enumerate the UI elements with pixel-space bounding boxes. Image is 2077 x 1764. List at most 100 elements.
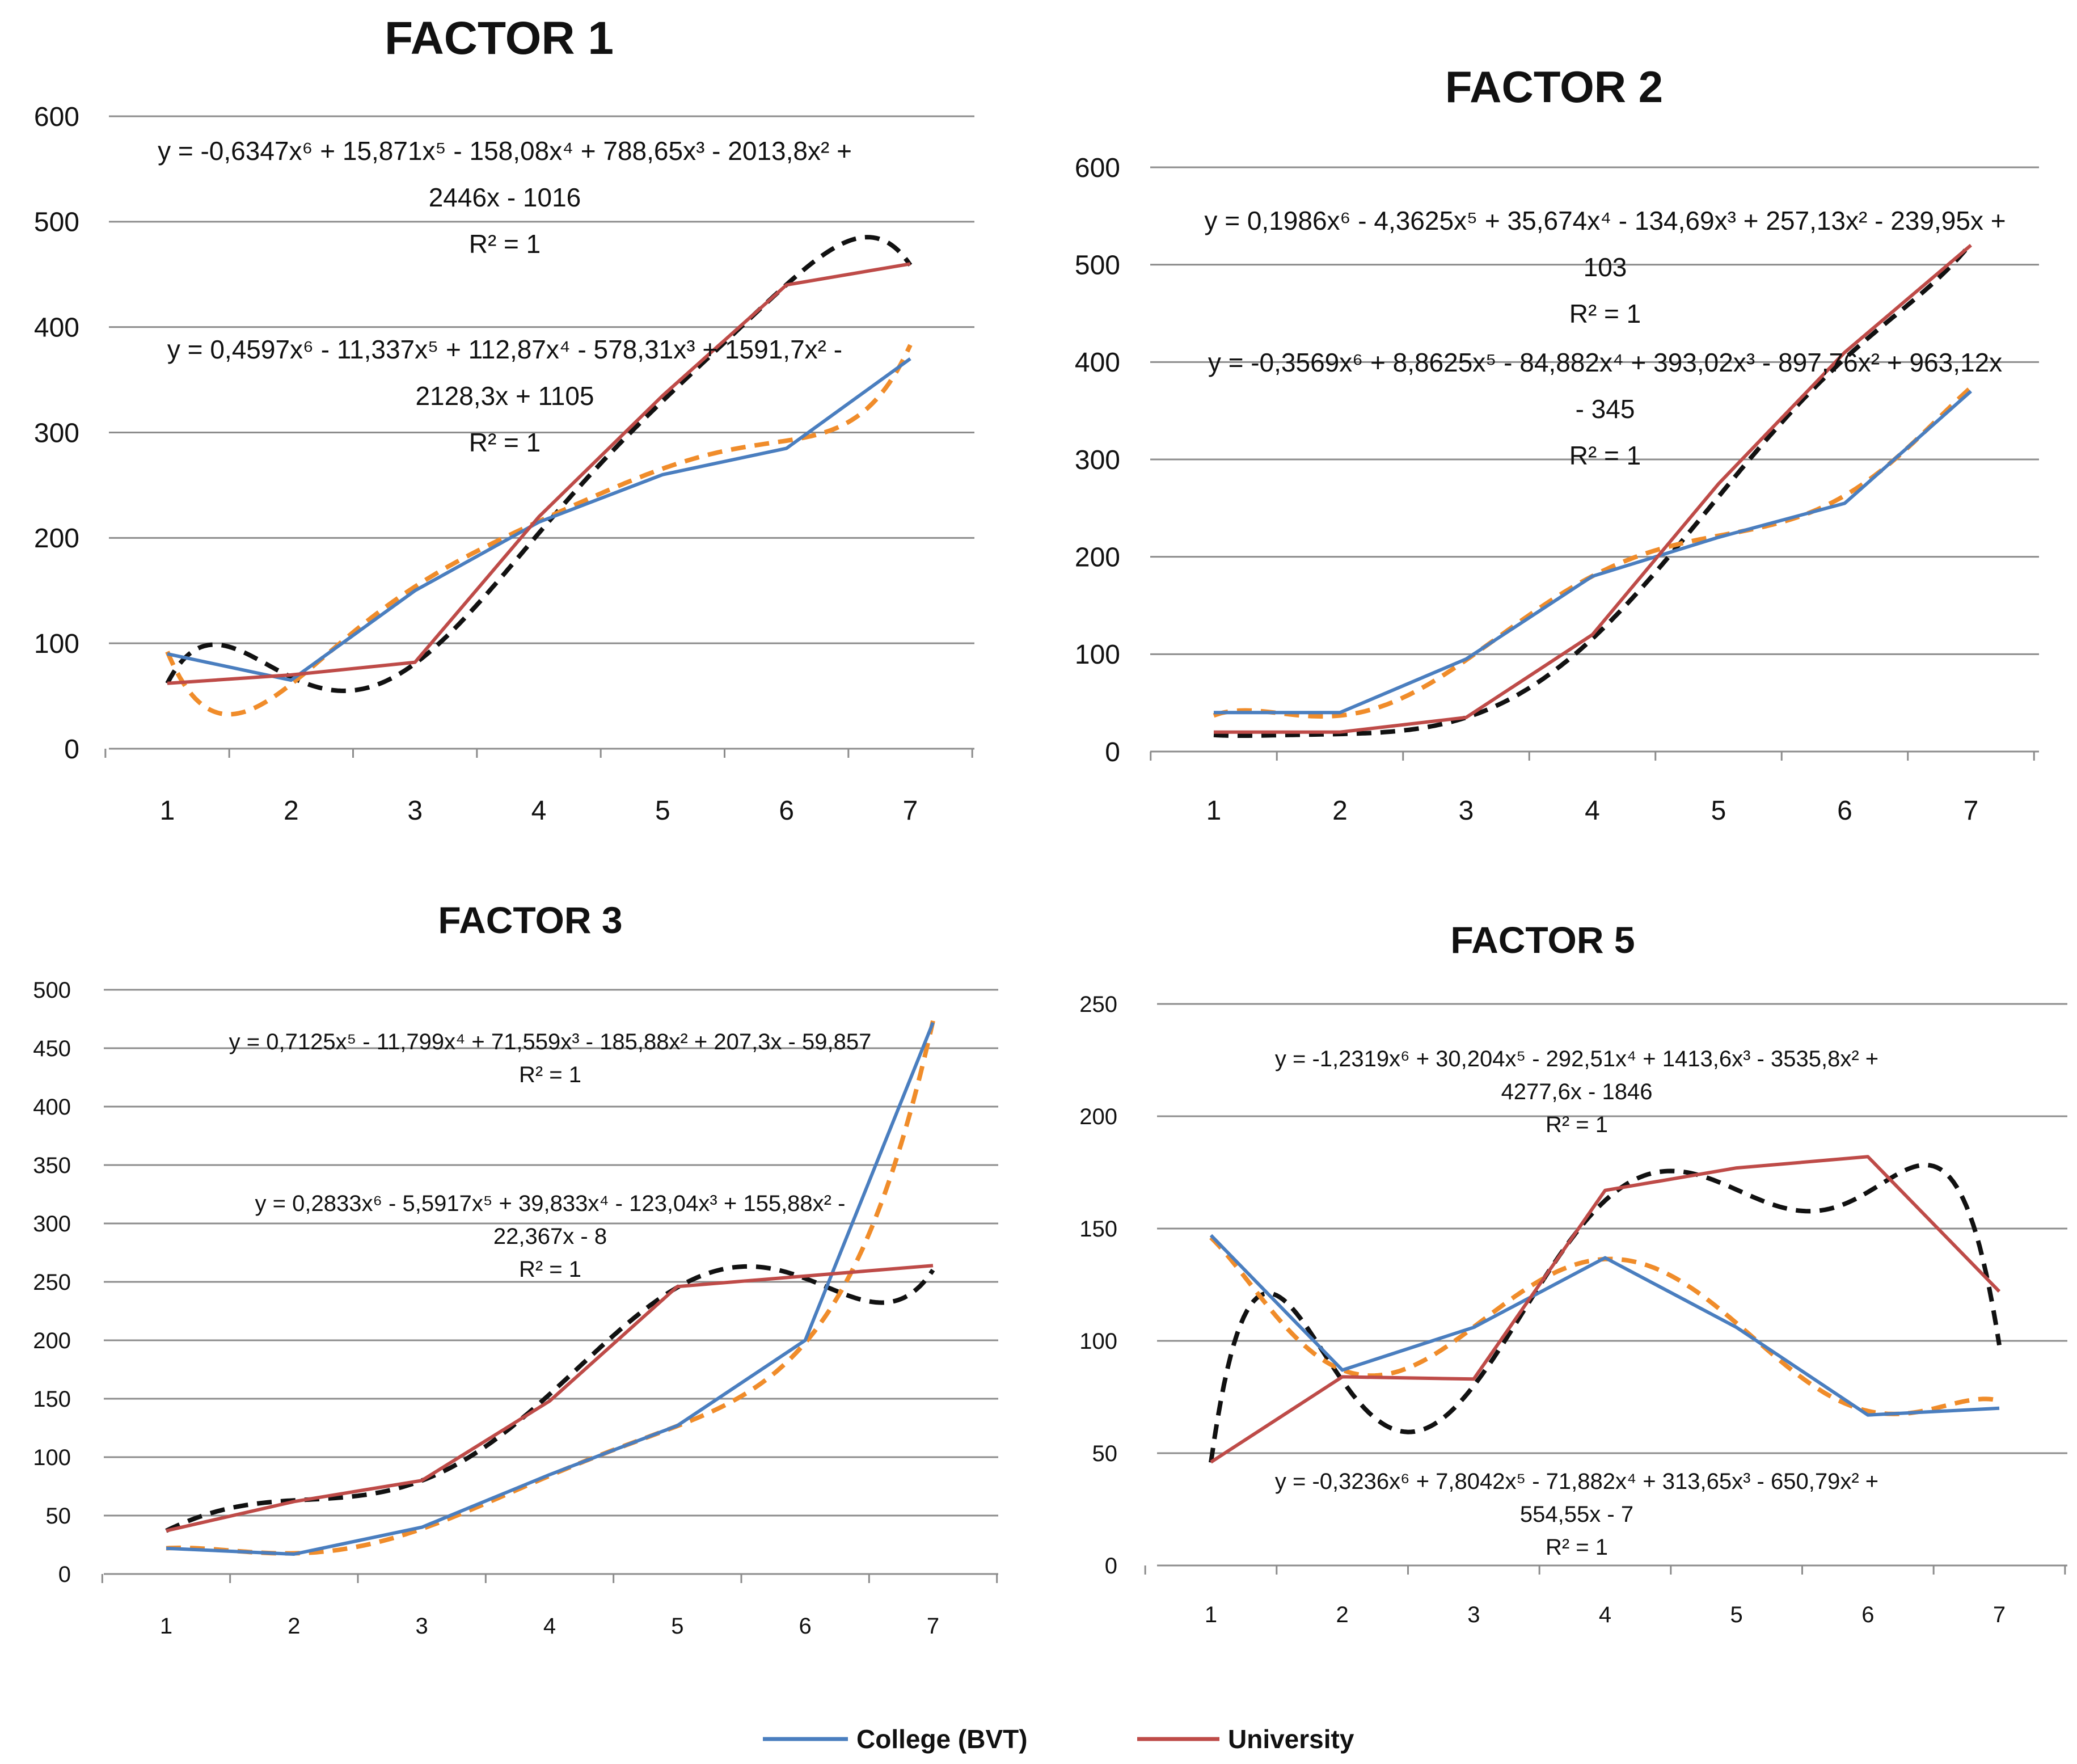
x-tick-label: 2	[1332, 796, 1348, 826]
trendline-equation: y = 0,7125x⁵ - 11,799x⁴ + 71,559x³ - 185…	[229, 1029, 872, 1054]
y-tick-label: 350	[33, 1153, 71, 1178]
x-tick-label: 4	[1599, 1602, 1611, 1627]
x-tick-label: 5	[655, 796, 670, 826]
y-tick-label: 400	[34, 313, 79, 343]
chart-title: FACTOR 1	[385, 12, 614, 64]
trendline-university	[165, 235, 913, 694]
x-tick-label: 1	[1205, 1602, 1217, 1627]
y-tick-label: 0	[1105, 737, 1120, 767]
trendline-equation: R² = 1	[1546, 1112, 1608, 1137]
chart-title: FACTOR 3	[438, 899, 622, 941]
trendline-equation: y = -1,2319x⁶ + 30,204x⁵ - 292,51x⁴ + 14…	[1275, 1046, 1878, 1071]
chart-4: FACTOR 5 0 50 100 150 200 250 1 2 3 4 5 6 7 y = -1,231…	[1079, 919, 2067, 1627]
y-tick-label: 100	[1079, 1329, 1117, 1354]
x-tick-label: 1	[160, 1614, 172, 1639]
y-tick-label: 100	[33, 1445, 71, 1470]
trendline-equation: 22,367x - 8	[493, 1224, 607, 1249]
y-tick-label: 300	[34, 418, 79, 448]
trendline-equation: R² = 1	[519, 1257, 581, 1282]
x-tick-label: 6	[779, 796, 794, 826]
y-tick-label: 200	[1079, 1104, 1117, 1129]
y-tick-label: 300	[1075, 445, 1120, 475]
legend: College (BVT) University	[763, 1724, 1354, 1754]
y-tick-label: 250	[1079, 992, 1117, 1017]
trendline-equation: y = -0,3569x⁶ + 8,8625x⁵ - 84,882x⁴ + 39…	[1208, 348, 2002, 377]
trendline-equation: 554,55x - 7	[1520, 1502, 1633, 1527]
series-line-university	[166, 1264, 934, 1533]
x-tick-label: 7	[903, 796, 918, 826]
x-tick-label: 4	[531, 796, 547, 826]
series-line-college	[1209, 1234, 2000, 1417]
trendline-equation: 2128,3x + 1105	[415, 381, 594, 411]
trendline-equation: - 345	[1576, 394, 1635, 424]
y-tick-label: 400	[1075, 348, 1120, 378]
trendline-equation: R² = 1	[469, 428, 541, 457]
y-tick-label: 200	[1075, 542, 1120, 572]
x-tick-label: 4	[543, 1614, 556, 1639]
x-tick-label: 5	[671, 1614, 683, 1639]
trendline-equation: 103	[1584, 252, 1627, 282]
y-tick-label: 0	[64, 735, 79, 765]
trendline-college	[1213, 386, 1973, 719]
x-tick-label: 5	[1730, 1602, 1743, 1627]
chart-title: FACTOR 5	[1450, 919, 1635, 961]
trendline-equation: 4277,6x - 1846	[1501, 1079, 1653, 1104]
y-tick-label: 500	[1075, 250, 1120, 280]
x-tick-label: 3	[1459, 796, 1474, 826]
trendline-equation: R² = 1	[1569, 299, 1641, 328]
y-tick-label: 100	[1075, 640, 1120, 670]
x-tick-label: 2	[1336, 1602, 1349, 1627]
trendline-equation: y = 0,4597x⁶ - 11,337x⁵ + 112,87x⁴ - 578…	[167, 335, 842, 364]
y-tick-label: 50	[46, 1504, 71, 1529]
y-tick-label: 150	[1079, 1217, 1117, 1242]
trendline-equation: R² = 1	[519, 1062, 581, 1087]
x-tick-label: 7	[1993, 1602, 2006, 1627]
trendline-equation: 2446x - 1016	[429, 183, 581, 212]
legend-college-label: College (BVT)	[856, 1724, 1028, 1754]
y-tick-label: 600	[1075, 153, 1120, 183]
y-tick-label: 600	[34, 102, 79, 132]
y-tick-label: 200	[34, 524, 79, 554]
y-tick-label: 400	[33, 1095, 71, 1120]
y-tick-label: 50	[1092, 1441, 1118, 1466]
x-tick-label: 4	[1585, 796, 1600, 826]
chart-3: FACTOR 3 0 50 100 150 200 250 300 350 400 450 500 1 2…	[33, 899, 998, 1639]
trendline-college	[1209, 1235, 2000, 1416]
trendline-university	[1213, 242, 1973, 738]
x-tick-label: 3	[416, 1614, 428, 1639]
x-tick-label: 2	[284, 796, 299, 826]
x-tick-label: 6	[799, 1614, 812, 1639]
trendline-equation: R² = 1	[469, 229, 541, 259]
y-tick-label: 0	[1105, 1554, 1117, 1579]
chart-title: FACTOR 2	[1445, 62, 1663, 112]
series-line-college	[166, 1022, 935, 1556]
chart-1: FACTOR 1 0 100 200 300 400 500 600 1 2 3 4 5 6 7 y = -0…	[34, 12, 974, 826]
x-tick-label: 7	[927, 1614, 939, 1639]
x-tick-label: 3	[407, 796, 423, 826]
y-tick-label: 150	[33, 1387, 71, 1412]
series-line-university	[167, 262, 911, 685]
x-tick-label: 2	[288, 1614, 300, 1639]
x-tick-label: 6	[1837, 796, 1852, 826]
trendline-equation: R² = 1	[1546, 1535, 1608, 1560]
x-tick-label: 3	[1467, 1602, 1480, 1627]
x-tick-label: 1	[1206, 796, 1222, 826]
trendline-equation: y = 0,2833x⁶ - 5,5917x⁵ + 39,833x⁴ - 123…	[255, 1191, 846, 1216]
trendline-equation: y = 0,1986x⁶ - 4,3625x⁵ + 35,674x⁴ - 134…	[1204, 206, 2006, 235]
trendline-equation: y = -0,6347x⁶ + 15,871x⁵ - 158,08x⁴ + 78…	[158, 136, 852, 166]
series-line-university	[1214, 244, 1972, 734]
x-tick-label: 7	[1964, 796, 1979, 826]
chart-2: FACTOR 2 0 100 200 300 400 500 600 1 2 3 4 5 6 7 y = 0,…	[1075, 62, 2039, 826]
y-tick-label: 500	[33, 978, 71, 1003]
y-tick-label: 450	[33, 1036, 71, 1061]
series-line-college	[167, 357, 911, 682]
x-tick-label: 1	[160, 796, 175, 826]
series-line-university	[1210, 1155, 2001, 1464]
y-tick-label: 0	[58, 1562, 71, 1587]
x-tick-label: 5	[1711, 796, 1726, 826]
y-tick-label: 200	[33, 1328, 71, 1353]
y-tick-label: 250	[33, 1270, 71, 1295]
y-tick-label: 500	[34, 208, 79, 238]
